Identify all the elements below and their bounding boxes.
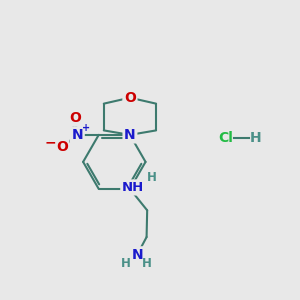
Text: Cl: Cl — [218, 131, 233, 145]
Text: N: N — [71, 128, 83, 142]
Text: N: N — [131, 248, 143, 262]
Text: N: N — [124, 128, 136, 142]
Text: +: + — [82, 123, 90, 133]
Text: H: H — [142, 257, 152, 270]
Text: H: H — [250, 131, 261, 145]
Text: O: O — [69, 111, 81, 124]
Text: H: H — [146, 171, 156, 184]
Text: O: O — [124, 91, 136, 105]
Text: NH: NH — [122, 181, 144, 194]
Text: H: H — [121, 257, 131, 270]
Text: O: O — [56, 140, 68, 154]
Text: −: − — [45, 135, 56, 149]
